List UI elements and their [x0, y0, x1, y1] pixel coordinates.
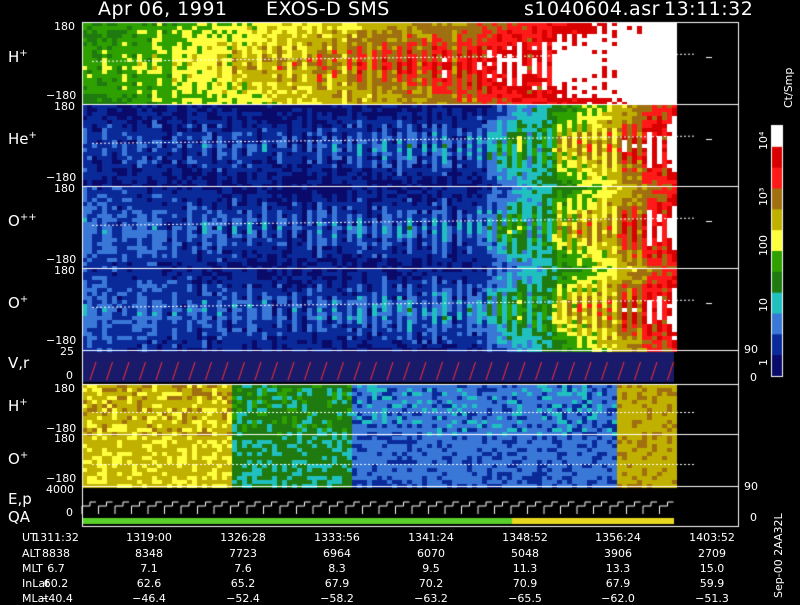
- panel-label-o-plus-plus: O++: [8, 212, 37, 230]
- y-tick-min: −180: [46, 422, 77, 435]
- orbit-value: 1403:52: [689, 531, 735, 544]
- right-tick: 90: [744, 343, 758, 356]
- y-tick-max: 180: [54, 432, 75, 445]
- panel-label-he-plus: He+: [8, 130, 37, 148]
- panel-label-o-plus: O+: [8, 294, 29, 312]
- panel-label-e-p: E,p: [8, 490, 32, 508]
- y-tick-max: 180: [54, 100, 75, 113]
- y-tick-min: −180: [46, 171, 77, 184]
- orbit-value: 67.9: [324, 577, 350, 590]
- orbit-value: 3906: [604, 547, 632, 560]
- orbit-value: 15.0: [699, 562, 725, 575]
- panel-label-qa: QA: [8, 508, 31, 526]
- orbit-value: 9.5: [422, 562, 440, 575]
- y-tick-min: −180: [46, 253, 77, 266]
- footer-version: Sep-00 2AA32L: [772, 513, 785, 598]
- right-tick: 0: [750, 371, 757, 384]
- row-label-alt: ALT: [22, 547, 41, 560]
- orbit-value: 60.2: [43, 577, 69, 590]
- time-stamp: 13:11:32: [664, 0, 754, 20]
- y-tick-max: 180: [54, 382, 75, 395]
- orbit-value: 70.9: [512, 577, 538, 590]
- y-tick-max: 180: [54, 20, 75, 33]
- orbit-value: 6070: [417, 547, 445, 560]
- orbit-value: 1326:28: [220, 531, 266, 544]
- orbit-value: 8838: [42, 547, 70, 560]
- orbit-value: 1333:56: [314, 531, 360, 544]
- row-label-mlt: MLT: [22, 562, 43, 575]
- file-name: s1040604.asr: [524, 0, 660, 20]
- orbit-value: 7.6: [234, 562, 252, 575]
- colorbar-tick-1: 1: [757, 359, 770, 366]
- orbit-value: 1319:00: [126, 531, 172, 544]
- colorbar-tick-100: 100: [757, 235, 770, 256]
- orbit-value: 7.1: [140, 562, 158, 575]
- orbit-value: −62.0: [601, 592, 635, 605]
- orbit-value: 1348:52: [502, 531, 548, 544]
- orbit-value: 59.9: [699, 577, 725, 590]
- panel-label-v-r: V,r: [8, 354, 30, 372]
- orbit-value: 7723: [229, 547, 257, 560]
- panel-label-h-plus: H+: [8, 48, 28, 66]
- instrument-title: EXOS-D SMS: [266, 0, 390, 20]
- date-title: Apr 06, 1991: [98, 0, 228, 20]
- y-tick-min: −180: [46, 89, 77, 102]
- right-tick: 0: [750, 511, 757, 524]
- orbit-value: 67.9: [605, 577, 631, 590]
- panel-label-o-plus-2: O+: [8, 450, 29, 468]
- orbit-value: −65.5: [508, 592, 542, 605]
- orbit-value: 6964: [323, 547, 351, 560]
- y-tick-max: 25: [60, 345, 74, 358]
- right-tick: 90: [744, 480, 758, 493]
- orbit-value: 6.7: [47, 562, 65, 575]
- orbit-value: 5048: [511, 547, 539, 560]
- orbit-value: 62.6: [136, 577, 162, 590]
- y-tick-max: 180: [54, 264, 75, 277]
- orbit-value: 13.3: [605, 562, 631, 575]
- orbit-value: −40.4: [39, 592, 73, 605]
- orbit-value: 1341:24: [408, 531, 454, 544]
- y-tick-max: 4000: [46, 483, 74, 496]
- orbit-value: −63.2: [414, 592, 448, 605]
- y-tick-min: −180: [46, 334, 77, 347]
- y-tick-min: 0: [66, 369, 73, 382]
- colorbar-unit-label: Ct/Smp: [782, 67, 795, 108]
- orbit-value: −52.4: [226, 592, 260, 605]
- y-tick-min: −180: [46, 472, 77, 485]
- colorbar-tick-10: 10: [757, 298, 770, 312]
- orbit-value: 1356:24: [595, 531, 641, 544]
- orbit-value: 2709: [698, 547, 726, 560]
- row-label-inlat: InLat: [22, 577, 50, 590]
- orbit-value: −58.2: [320, 592, 354, 605]
- orbit-value: −51.3: [695, 592, 729, 605]
- y-tick-min: 0: [66, 506, 73, 519]
- orbit-value: 1311:32: [33, 531, 79, 544]
- row-label-ut: UT: [22, 531, 37, 544]
- orbit-value: 11.3: [512, 562, 538, 575]
- orbit-value: 8.3: [328, 562, 346, 575]
- orbit-value: −46.4: [132, 592, 166, 605]
- orbit-value: 8348: [135, 547, 163, 560]
- colorbar-tick-1e4: 10⁴: [757, 131, 770, 150]
- panel-label-h-plus-2: H+: [8, 397, 28, 415]
- y-tick-max: 180: [54, 182, 75, 195]
- orbit-value: 70.2: [418, 577, 444, 590]
- colorbar-tick-1e3: 10³: [757, 187, 770, 206]
- orbit-value: 65.2: [230, 577, 256, 590]
